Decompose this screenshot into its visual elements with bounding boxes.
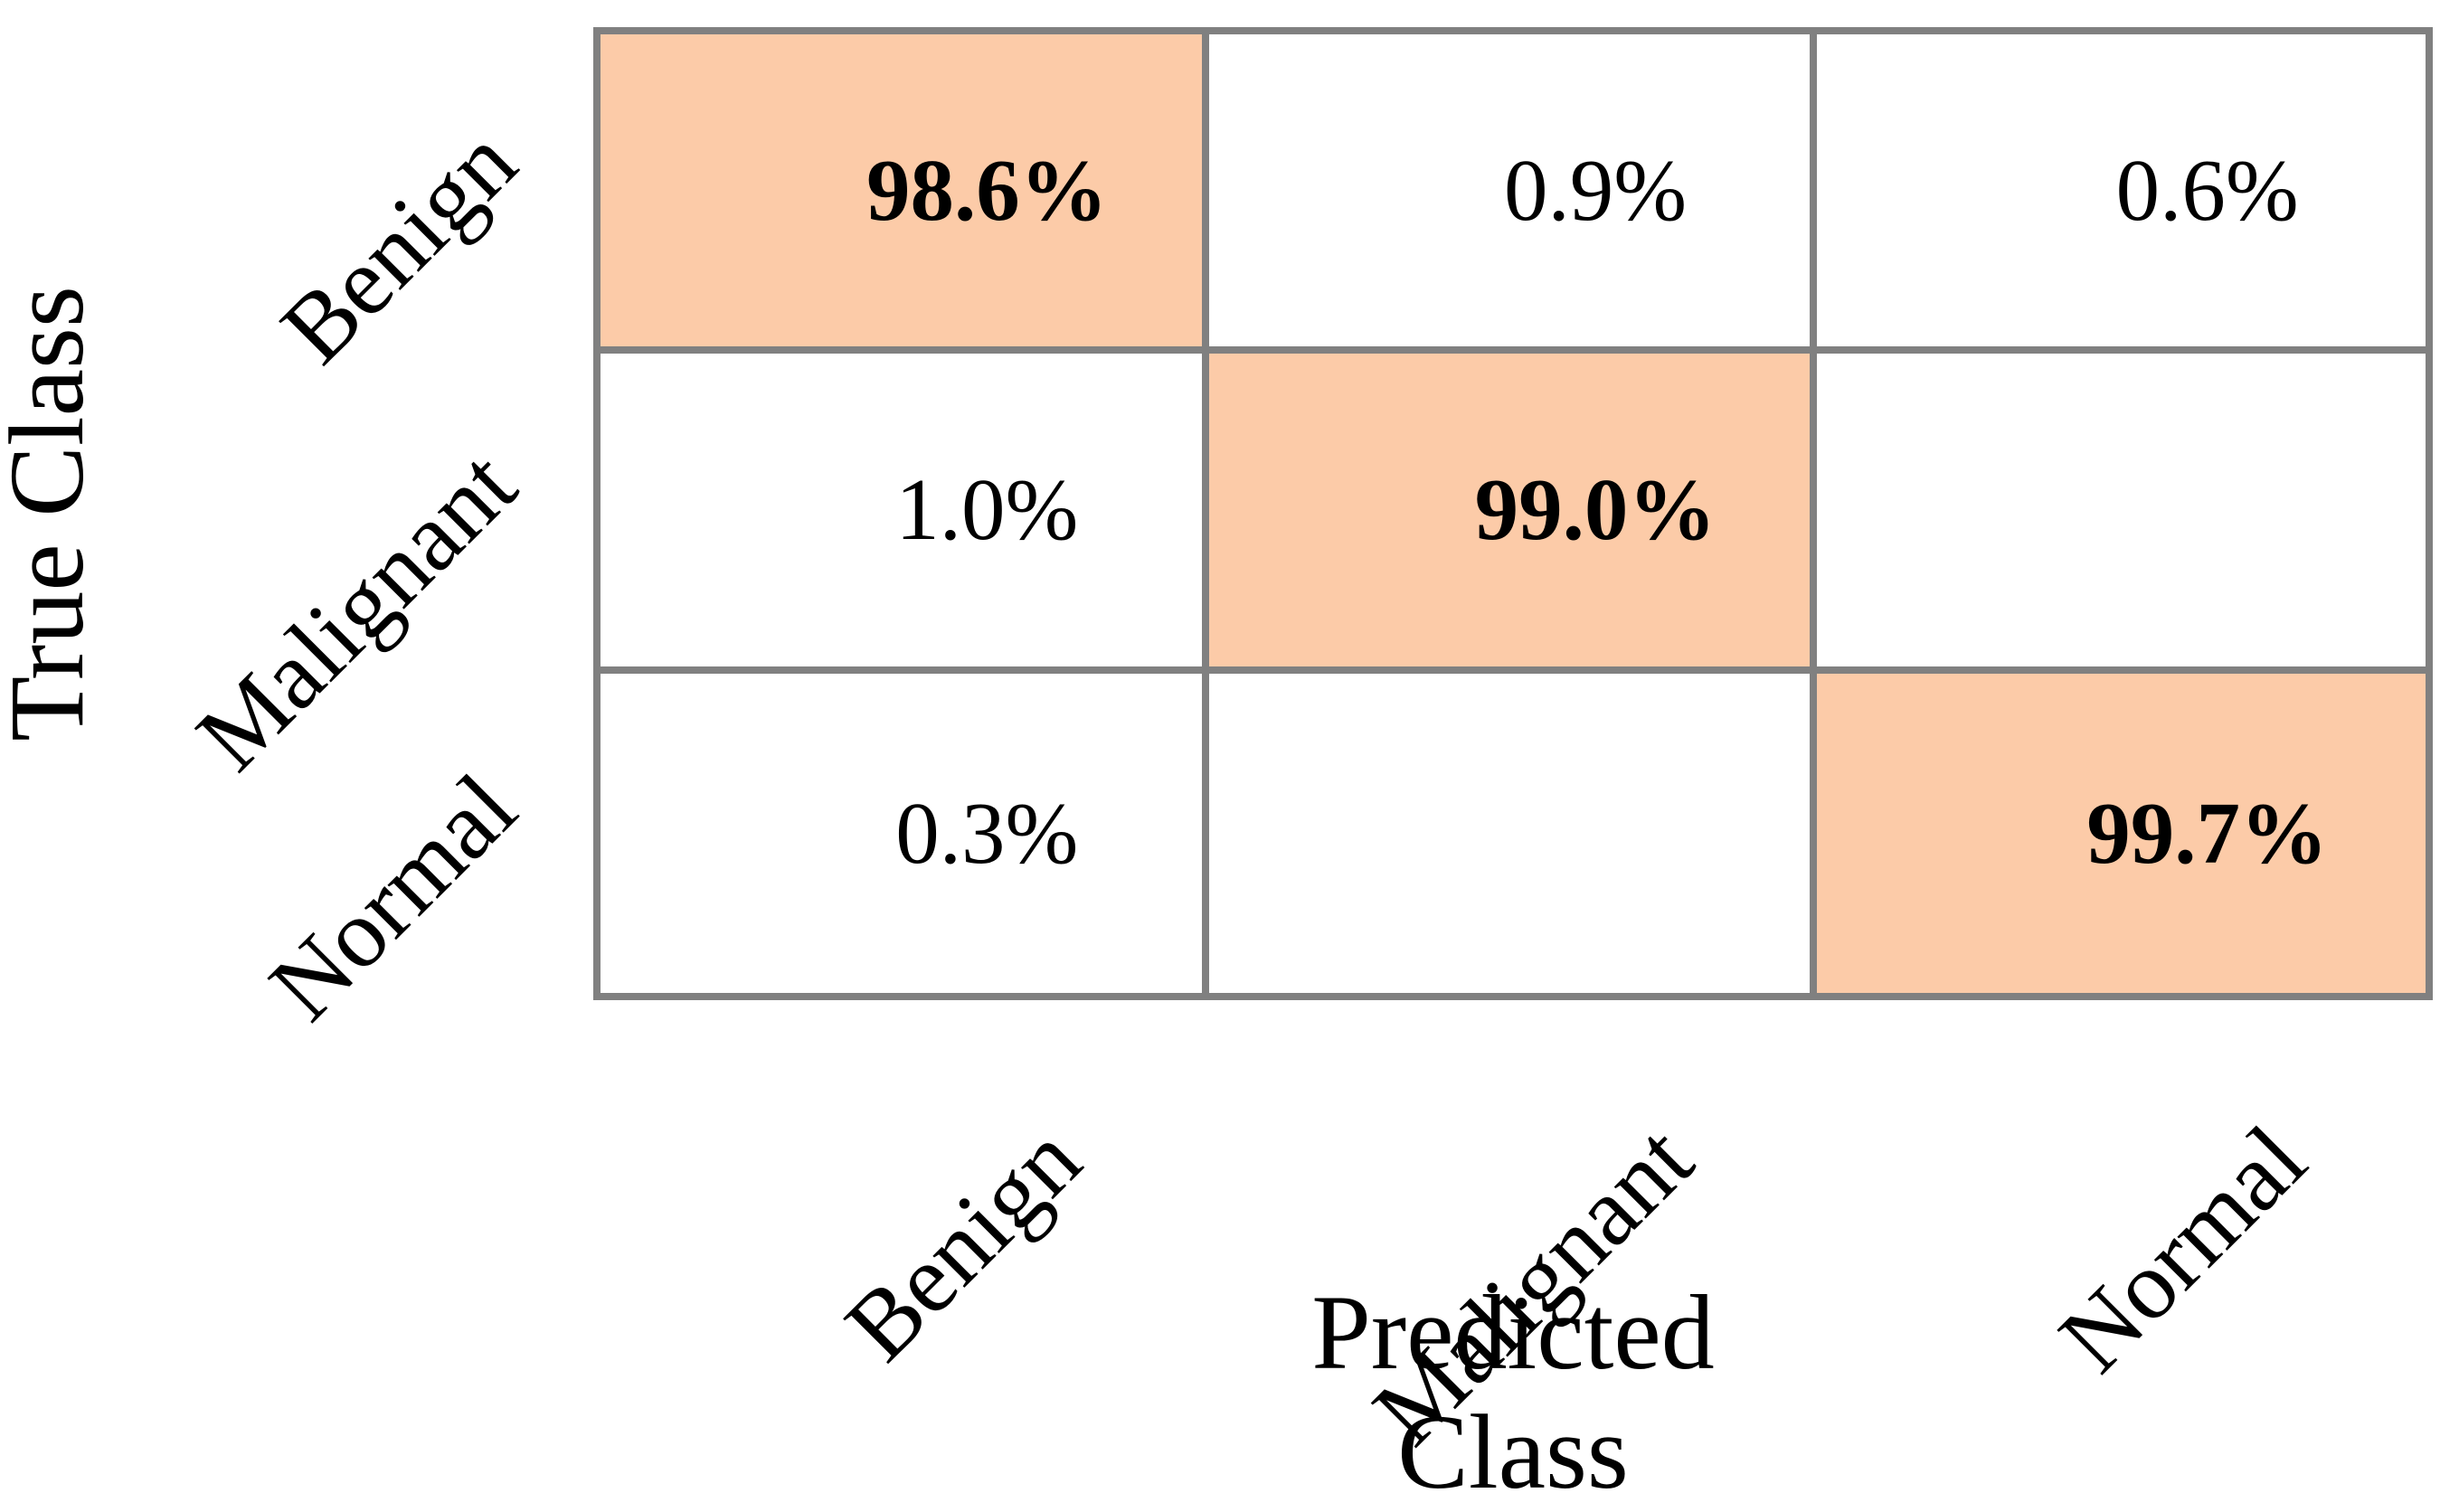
- cell-benign-benign: 98.6%: [601, 34, 1209, 354]
- cell-benign-malignant: 0.9%: [1208, 34, 1818, 354]
- cell-value: 0.9%: [1503, 142, 1688, 240]
- x-axis-label-line1: Predicted: [1311, 1273, 1715, 1392]
- cell-normal-malignant: [1208, 673, 1818, 993]
- row-tick-benign-label: Benign: [260, 108, 537, 384]
- cell-value: 99.0%: [1474, 461, 1717, 559]
- cell-malignant-benign: 1.0%: [601, 354, 1209, 674]
- y-axis-label: True Class: [0, 286, 107, 742]
- x-axis-label-line2: Class: [1397, 1393, 1629, 1512]
- cell-malignant-normal: [1817, 354, 2426, 674]
- cell-normal-benign: 0.3%: [601, 673, 1209, 993]
- row-tick-malignant-label: Malignant: [176, 430, 537, 791]
- cell-benign-normal: 0.6%: [1817, 34, 2426, 354]
- row-tick-normal-label: Normal: [250, 753, 537, 1041]
- x-axis-label: Predicted Class: [1311, 1273, 1715, 1512]
- confusion-matrix-grid: 98.6% 0.9% 0.6% 1.0% 99.0% 0.3% 99.7%: [593, 27, 2433, 1000]
- col-tick-normal-label: Normal: [2039, 1105, 2327, 1393]
- cell-normal-normal: 99.7%: [1817, 673, 2426, 993]
- cell-value: 0.3%: [895, 784, 1079, 882]
- cell-value: 98.6%: [865, 142, 1108, 240]
- cell-value: 0.6%: [2115, 142, 2299, 240]
- cell-malignant-malignant: 99.0%: [1208, 354, 1818, 674]
- col-tick-benign-label: Benign: [825, 1105, 1102, 1382]
- cell-value: 99.7%: [2086, 784, 2329, 882]
- cell-value: 1.0%: [895, 461, 1079, 559]
